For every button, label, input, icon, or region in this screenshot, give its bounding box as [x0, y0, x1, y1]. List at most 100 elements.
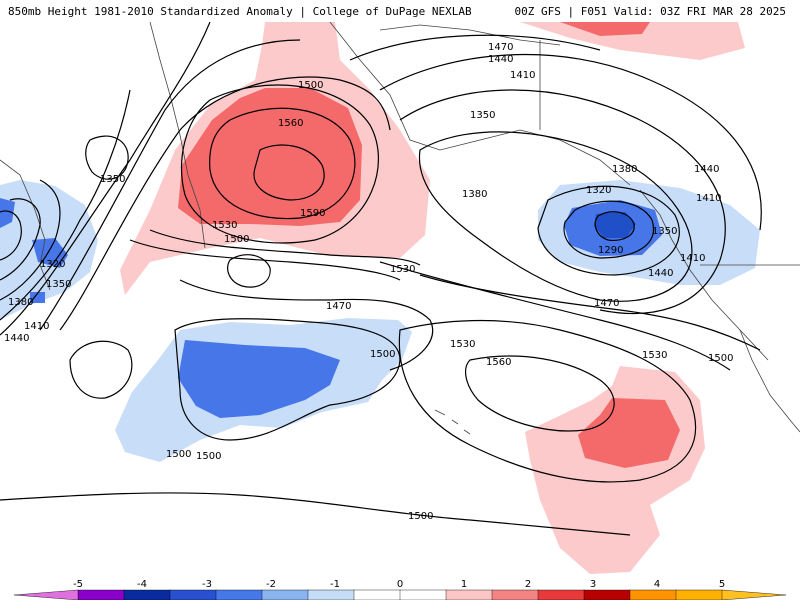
colorbar-segments [77, 589, 723, 600]
colorbar-segment [215, 589, 263, 600]
contour-1500-arc [59, 76, 391, 331]
contour-label: 1590 [300, 208, 325, 219]
contour-1470-west [39, 39, 301, 331]
contour-label: 1320 [586, 185, 611, 196]
colorbar-segment [123, 589, 171, 600]
contour-1320-ne [563, 200, 655, 259]
coastline-baja [739, 329, 800, 433]
contour-1560-south [464, 355, 615, 432]
map-header: 850mb Height 1981-2010 Standardized Anom… [0, 0, 800, 22]
contour-label: 1350 [652, 226, 677, 237]
contour-label: 1500 [298, 80, 323, 91]
negative-anomaly-shading [0, 180, 760, 462]
contour-1380-west [0, 179, 61, 301]
colorbar-tick-label: -4 [137, 579, 147, 590]
positive-anomaly-shading [120, 22, 745, 574]
contour-label: 1500 [708, 353, 733, 364]
colorbar-arrow-right [721, 589, 787, 600]
anomaly-neg-strong-west-3 [30, 292, 45, 303]
contour-1350-small [85, 135, 129, 180]
contour-label: 1410 [24, 321, 49, 332]
contour-labels: 1470 1440 1410 1350 1500 1560 1590 1530 … [4, 42, 733, 522]
colorbar-segment [675, 589, 723, 600]
contour-label: 1440 [4, 333, 29, 344]
coastline-siberia-alaska [149, 22, 206, 249]
contour-label: 1380 [462, 189, 487, 200]
contour-label: 1410 [680, 253, 705, 264]
contour-label: 1380 [8, 297, 33, 308]
contour-label: 1500 [166, 449, 191, 460]
contour-label: 1530 [642, 350, 667, 361]
contour-label: 1530 [390, 264, 415, 275]
contour-1500-low [174, 318, 401, 441]
contour-1560 [209, 107, 356, 220]
anomaly-neg-very-strong-northeast-pacific [594, 212, 636, 238]
contour-label: 1290 [598, 245, 623, 256]
contour-1530-mid [149, 229, 421, 266]
colorbar-segment [491, 589, 539, 600]
contour-label: 1560 [486, 357, 511, 368]
map-title: 850mb Height 1981-2010 Standardized Anom… [8, 5, 472, 18]
coastline-alaska-south [329, 22, 631, 186]
contour-label: 1410 [696, 193, 721, 204]
contour-1500-south [0, 492, 631, 536]
contour-1440-ne [379, 53, 762, 231]
colorbar-segment [445, 589, 493, 600]
contour-label: 1500 [224, 234, 249, 245]
contour-label: 1500 [196, 451, 221, 462]
colorbar-tick-label: 5 [719, 579, 725, 590]
contour-label: 1440 [694, 164, 719, 175]
model-run-info: 00Z GFS | F051 Valid: 03Z FRI MAR 28 202… [514, 5, 786, 18]
contour-1530-ne [379, 261, 731, 371]
contour-label: 1530 [450, 339, 475, 350]
colorbar-segment [261, 589, 309, 600]
contour-label: 1350 [46, 279, 71, 290]
contour-label: 1560 [278, 118, 303, 129]
colorbar-arrow-left [13, 589, 79, 600]
anomaly-map: 1470 1440 1410 1350 1500 1560 1590 1530 … [0, 22, 800, 578]
contour-1290 [594, 211, 635, 241]
contour-label: 1530 [212, 220, 237, 231]
coastlines [0, 22, 800, 435]
colorbar-segment [583, 589, 631, 600]
colorbar-tick-label: 3 [590, 579, 596, 590]
contour-1500-small [227, 254, 271, 288]
height-contours [0, 22, 762, 536]
contour-label: 1350 [470, 110, 495, 121]
colorbar-tick-label: -3 [202, 579, 212, 590]
contour-1470-mid [179, 279, 434, 371]
colorbar-tick-label: -2 [266, 579, 276, 590]
contour-label: 1410 [510, 70, 535, 81]
colorbar-segment [537, 589, 585, 600]
colorbar-tick-label: 1 [461, 579, 467, 590]
contour-1410-west [0, 89, 131, 321]
contour-label: 1500 [370, 349, 395, 360]
contour-1350-west [0, 198, 41, 281]
colorbar-segment [629, 589, 677, 600]
contour-1530-high [181, 84, 379, 244]
contour-1470-small [69, 340, 133, 399]
contour-label: 1320 [40, 259, 65, 270]
colorbar-tick-label: -5 [73, 579, 83, 590]
contour-label: 1470 [488, 42, 513, 53]
contour-1530-south [398, 319, 697, 483]
colorbar-tick-labels: -5 -4 -3 -2 -1 0 1 2 3 4 5 [73, 579, 725, 590]
contour-1350-ne [537, 185, 680, 276]
contour-label: 1350 [100, 174, 125, 185]
anomaly-pos-strong-top-right [560, 22, 650, 36]
contour-label: 1500 [408, 511, 433, 522]
contour-1470-ne [349, 34, 601, 61]
contour-1440-west [0, 22, 211, 336]
colorbar-segment [353, 589, 401, 600]
colorbar-segment [399, 589, 447, 600]
colorbar-tick-label: 0 [397, 579, 403, 590]
contour-1500-mid [129, 239, 401, 281]
anomaly-neg-strong-central-pacific [178, 340, 340, 418]
contour-label: 1380 [612, 164, 637, 175]
contour-1320-west [0, 210, 22, 261]
colorbar-segment [77, 589, 125, 600]
anomaly-pos-weak-top-right [520, 22, 745, 60]
coastline-hawaii [434, 409, 471, 435]
anomaly-pos-strong-subtropics [578, 398, 680, 468]
colorbar: -5 -4 -3 -2 -1 0 1 2 3 4 5 [13, 579, 787, 600]
